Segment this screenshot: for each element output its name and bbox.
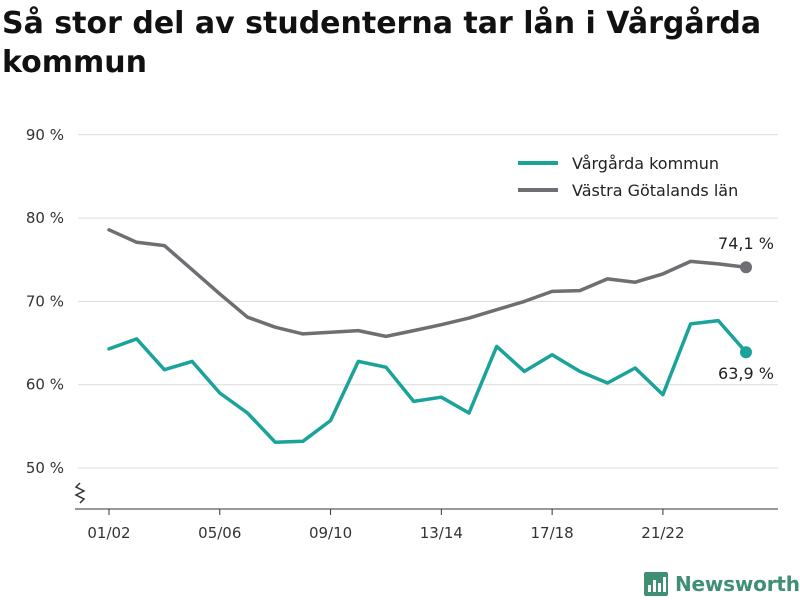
bar-chart-logo-icon [644,572,668,596]
series-end-markers: 63,9 % 74,1 % [718,234,774,383]
end-marker-0 [740,346,752,359]
end-marker-1 [740,261,752,274]
x-tick-label: 05/06 [198,524,241,542]
legend-label-vargarda: Vårgårda kommun [572,154,719,173]
x-tick-label: 13/14 [420,524,463,542]
legend-label-vastra-gotaland: Västra Götalands län [572,181,738,200]
y-tick-label: 80 % [26,209,64,227]
x-axis [74,482,778,510]
x-tick-label: 21/22 [641,524,684,542]
y-tick-label: 50 % [26,459,64,477]
series-line-0 [107,318,748,444]
x-tick-label: 01/02 [87,524,130,542]
chart-title: Så stor del av studenterna tar lån i Vår… [2,6,762,80]
brand-logo: Newsworthy [643,569,800,599]
axis-break-icon [74,482,86,504]
gridlines [78,134,778,469]
end-value-label-0: 63,9 % [718,364,774,383]
end-value-label-1: 74,1 % [718,234,774,253]
y-tick-label: 70 % [26,292,64,310]
y-axis-ticks: 50 % 60 % 70 % 80 % 90 % [26,126,64,477]
legend: Vårgårda kommun Västra Götalands län [518,154,738,200]
series-lines [107,228,748,444]
series-line-1 [107,228,748,339]
y-tick-label: 60 % [26,376,64,394]
brand-name: Newsworthy [675,572,800,596]
x-tick-label: 09/10 [309,524,352,542]
x-axis-ticks: 01/02 05/06 09/10 13/14 17/18 21/22 [87,509,685,542]
x-tick-label: 17/18 [531,524,574,542]
y-tick-label: 90 % [26,126,64,144]
